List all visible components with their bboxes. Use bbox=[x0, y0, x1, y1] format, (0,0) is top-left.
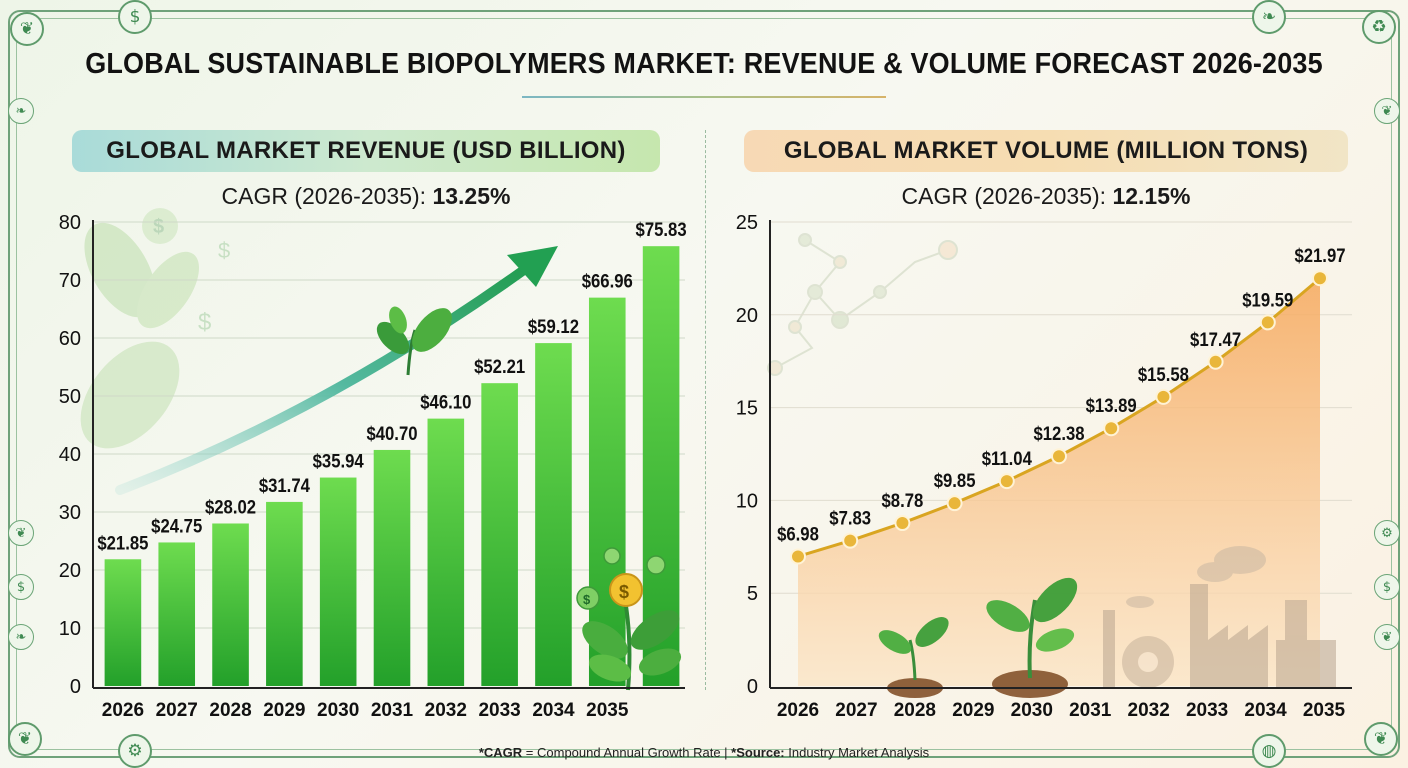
revenue-cagr-value: 13.25% bbox=[432, 183, 511, 209]
sprout-hand-icon: ❦ bbox=[8, 722, 42, 756]
volume-cagr: CAGR (2026-2035): 12.15% bbox=[744, 183, 1348, 210]
globe-leaf-icon: ◍ bbox=[1252, 734, 1286, 768]
volume-cagr-value: 12.15% bbox=[1112, 183, 1191, 209]
revenue-cagr: CAGR (2026-2035): 13.25% bbox=[72, 183, 660, 210]
volume-panel-title: GLOBAL MARKET VOLUME (MILLION TONS) bbox=[744, 130, 1348, 172]
sprout-hand-icon: ❦ bbox=[1374, 624, 1400, 650]
outer-frame bbox=[8, 10, 1400, 758]
gear-leaf-icon: ⚙ bbox=[1374, 520, 1400, 546]
page-title: GLOBAL SUSTAINABLE BIOPOLYMERS MARKET: R… bbox=[85, 48, 1323, 80]
footnote-source-term: *Source: bbox=[731, 745, 785, 760]
sprout-hand-icon: ❦ bbox=[1364, 722, 1398, 756]
gear-leaf-icon: ⚙ bbox=[118, 734, 152, 768]
footnote-cagr-definition: = Compound Annual Growth Rate | bbox=[522, 745, 732, 760]
panel-divider bbox=[705, 130, 706, 690]
sprout-hand-icon: ❦ bbox=[8, 520, 34, 546]
revenue-cagr-label: CAGR (2026-2035): bbox=[221, 183, 427, 209]
leaf-circle-icon: ❧ bbox=[8, 624, 34, 650]
inner-frame bbox=[16, 18, 1392, 750]
footnote: *CAGR = Compound Annual Growth Rate | *S… bbox=[0, 745, 1408, 760]
footnote-cagr-term: *CAGR bbox=[478, 745, 523, 760]
footnote-source-text: Industry Market Analysis bbox=[784, 745, 930, 760]
dollar-coin-icon: $ bbox=[118, 0, 152, 34]
dollar-coin-icon: $ bbox=[1374, 574, 1400, 600]
dollar-coin-icon: $ bbox=[8, 574, 34, 600]
sprout-hand-icon: ❦ bbox=[10, 12, 44, 46]
leaf-circle-icon: ❧ bbox=[8, 98, 34, 124]
volume-cagr-label: CAGR (2026-2035): bbox=[901, 183, 1107, 209]
revenue-panel-title: GLOBAL MARKET REVENUE (USD BILLION) bbox=[72, 130, 660, 172]
recycle-icon: ♻ bbox=[1362, 10, 1396, 44]
title-underline bbox=[522, 96, 886, 98]
leaf-circle-icon: ❧ bbox=[1252, 0, 1286, 34]
sprout-hand-icon: ❦ bbox=[1374, 98, 1400, 124]
